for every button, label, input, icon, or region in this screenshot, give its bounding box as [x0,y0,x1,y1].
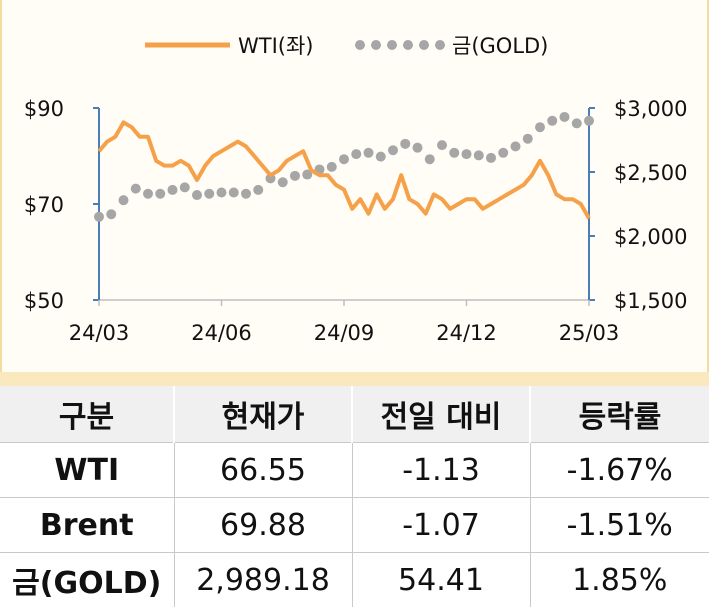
price-table: 구분 현재가 전일 대비 등락률 WTI 66.55 -1.13 -1.67% … [0,386,709,607]
gold-point [376,152,386,162]
x-tick-label: 24/06 [191,321,252,345]
cell-current-price: 66.55 [174,443,352,498]
gold-point [547,116,557,126]
gold-point [143,189,153,199]
table-row: 금(GOLD) 2,989.18 54.41 1.85% [0,553,709,607]
gold-point [155,189,165,199]
gold-point [388,145,398,155]
x-tick-label: 25/03 [559,321,620,345]
legend: WTI(좌) 금(GOLD) [145,34,548,58]
left-tick-label: $50 [24,289,64,313]
cell-current-price: 69.88 [174,498,352,553]
cell-change: 54.41 [352,553,530,607]
legend-wti-label: WTI(좌) [238,34,314,58]
x-tick-label: 24/03 [69,321,130,345]
table-row: WTI 66.55 -1.13 -1.67% [0,443,709,498]
legend-gold-swatch [355,40,445,50]
gold-point [560,112,570,122]
gold-point [400,139,410,149]
gold-point [339,154,349,164]
wti-line [99,122,589,218]
row-label: Brent [0,498,174,553]
legend-gold-dot [419,40,429,50]
gold-point [437,140,447,150]
gold-point [131,184,141,194]
left-tick-label: $70 [24,193,64,217]
gold-point [217,187,227,197]
gold-point [584,116,594,126]
header-change: 전일 대비 [352,386,530,443]
axes [99,108,589,300]
cell-current-price: 2,989.18 [174,553,352,607]
gold-point [106,209,116,219]
gold-point [535,122,545,132]
chart-panel: WTI(좌) 금(GOLD) $90 $70 $50 $3,000 $2,500 $2,… [0,0,709,372]
gold-point [462,149,472,159]
commodity-price-chart: WTI(좌) 금(GOLD) $90 $70 $50 $3,000 $2,500 $2,… [2,0,709,372]
gold-point [204,189,214,199]
left-tick-label: $90 [24,97,64,121]
right-tick-label: $2,500 [614,161,687,185]
row-label: WTI [0,443,174,498]
cell-change: -1.13 [352,443,530,498]
gold-point [241,189,251,199]
gold-point [425,154,435,164]
cell-change-rate: -1.67% [530,443,709,498]
gold-point [572,118,582,128]
legend-gold-dot [355,40,365,50]
gold-point [327,162,337,172]
gold-point [449,148,459,158]
x-tick-label: 24/12 [436,321,497,345]
gold-point [351,149,361,159]
right-tick-label: $1,500 [614,289,687,313]
gold-point [511,141,521,151]
gold-point [498,148,508,158]
row-label: 금(GOLD) [0,553,174,607]
gold-point [364,148,374,158]
gold-point [413,143,423,153]
cell-change-rate: -1.51% [530,498,709,553]
gold-point [290,171,300,181]
gold-point [180,182,190,192]
right-y-ticks: $3,000 $2,500 $2,000 $1,500 [589,97,687,313]
gold-point [474,150,484,160]
gold-point [486,153,496,163]
gold-point [523,134,533,144]
divider-band [0,372,709,386]
right-tick-label: $3,000 [614,97,687,121]
legend-gold-dot [403,40,413,50]
gold-point [278,177,288,187]
gold-point [229,187,239,197]
table-header-row: 구분 현재가 전일 대비 등락률 [0,386,709,443]
cell-change: -1.07 [352,498,530,553]
legend-gold-dot [371,40,381,50]
legend-gold-label: 금(GOLD) [452,34,548,58]
gold-point [168,185,178,195]
right-tick-label: $2,000 [614,225,687,249]
header-change-rate: 등락률 [530,386,709,443]
series-wti [99,122,589,218]
gold-point [253,185,263,195]
left-y-ticks: $90 $70 $50 [24,97,99,313]
table-row: Brent 69.88 -1.07 -1.51% [0,498,709,553]
gold-point [192,190,202,200]
gold-point [94,212,104,222]
header-current-price: 현재가 [174,386,352,443]
legend-gold-dot [435,40,445,50]
header-category: 구분 [0,386,174,443]
gold-point [119,195,129,205]
x-ticks: 24/03 24/06 24/09 24/12 25/03 [69,300,620,345]
x-tick-label: 24/09 [314,321,375,345]
legend-gold-dot [387,40,397,50]
cell-change-rate: 1.85% [530,553,709,607]
